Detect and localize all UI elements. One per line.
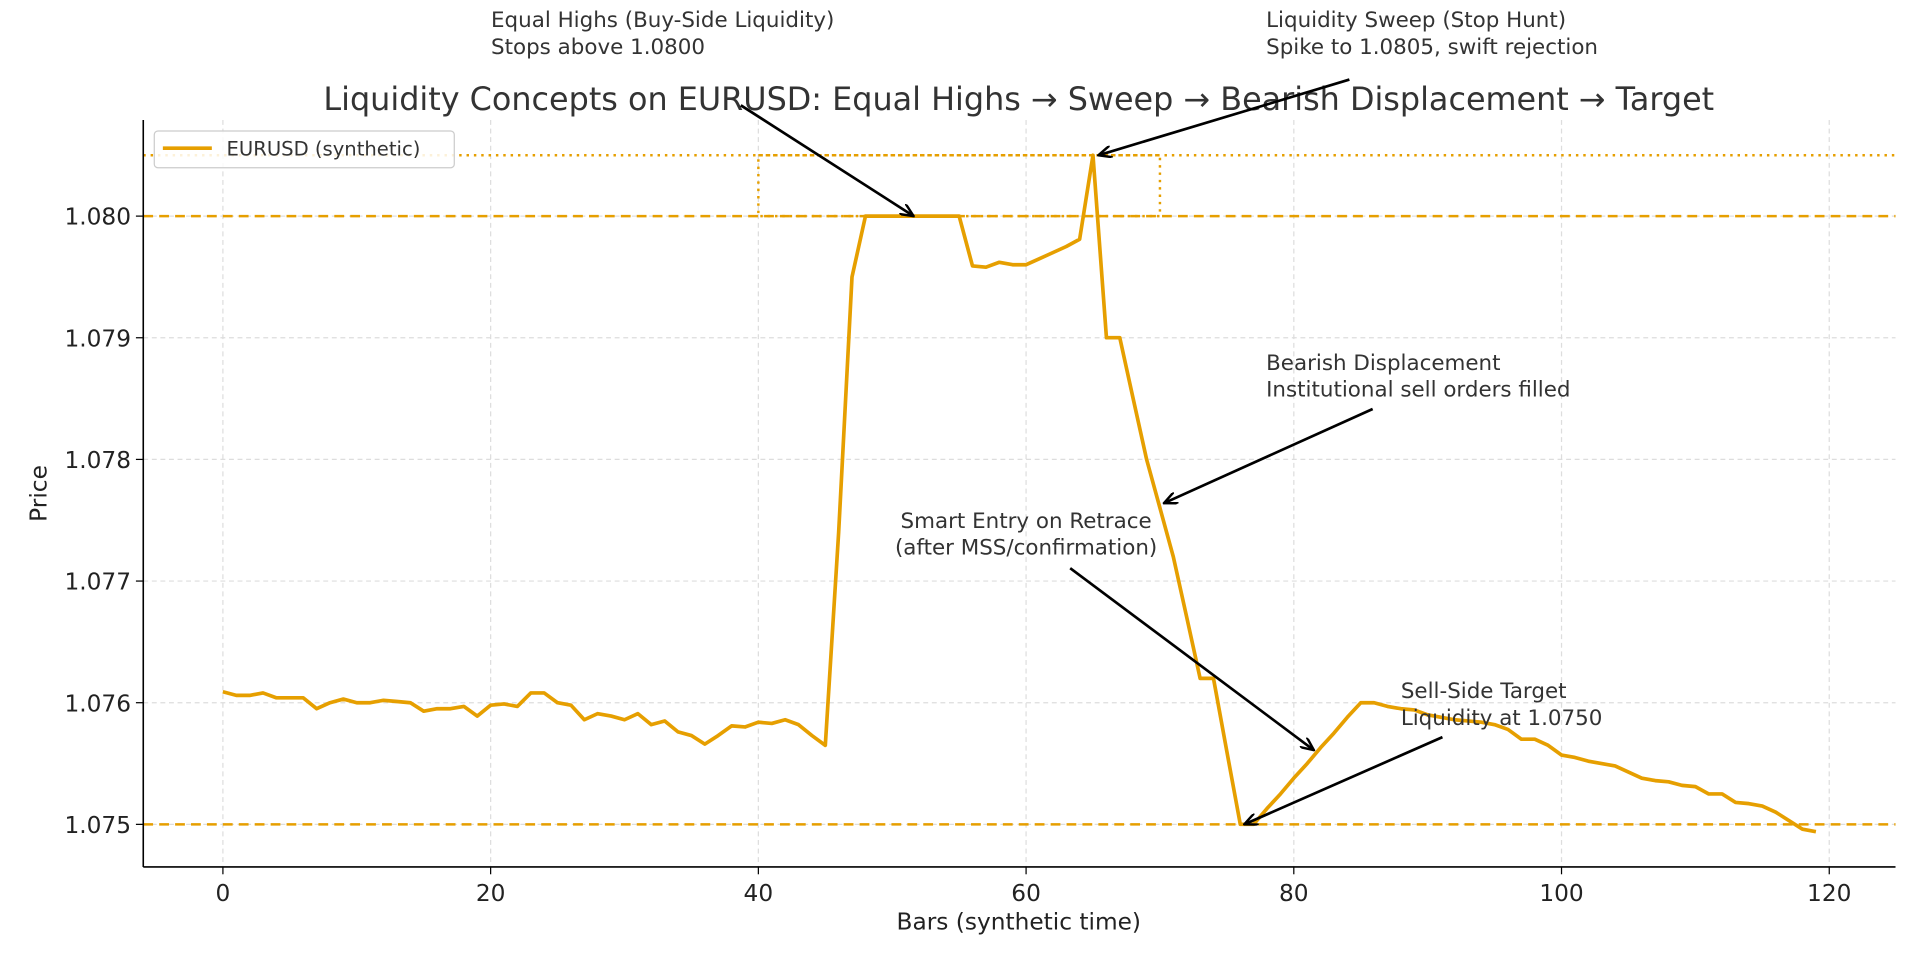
y-tick-label: 1.076 bbox=[64, 690, 131, 717]
y-tick-label: 1.075 bbox=[64, 812, 131, 839]
annotations: Equal Highs (Buy-Side Liquidity) Stops ab… bbox=[491, 8, 1602, 824]
x-axis-label: Bars (synthetic time) bbox=[897, 908, 1141, 935]
x-tick-label: 40 bbox=[744, 880, 774, 907]
annotation-line: Bearish Displacement bbox=[1266, 351, 1500, 376]
x-tick-label: 60 bbox=[1011, 880, 1041, 907]
annotation-line: Liquidity Sweep (Stop Hunt) bbox=[1266, 8, 1566, 33]
y-tick-label: 1.077 bbox=[64, 569, 131, 596]
y-tick-label: 1.079 bbox=[64, 325, 131, 352]
annotation-arrow bbox=[1244, 735, 1443, 824]
legend-box bbox=[153, 130, 455, 169]
annotation-line: Stops above 1.0800 bbox=[491, 35, 705, 60]
y-axis-label: Price bbox=[26, 465, 53, 522]
annotation-arrow bbox=[1098, 78, 1350, 156]
annotation-text: Sell-Side Target Liquidity at 1.0750 bbox=[1401, 679, 1603, 731]
axes bbox=[135, 120, 1896, 875]
x-tick-label: 20 bbox=[476, 880, 506, 907]
annotation-line: Institutional sell orders filled bbox=[1266, 378, 1570, 403]
series-layer bbox=[222, 153, 1817, 834]
annotation-line: Sell-Side Target bbox=[1401, 679, 1567, 704]
tick-labels: 0 20 40 60 80 100 120 1.075 1.076 1.077 1.078 1.079… bbox=[64, 204, 1851, 908]
y-tick-label: 1.078 bbox=[64, 447, 131, 474]
annotation-line: Equal Highs (Buy-Side Liquidity) bbox=[491, 8, 834, 33]
chart-title: Liquidity Concepts on EURUSD: Equal High… bbox=[323, 80, 1714, 118]
annotation-line: (after MSS/confirmation) bbox=[895, 536, 1157, 561]
grid bbox=[143, 120, 1896, 867]
legend: EURUSD (synthetic) bbox=[153, 130, 455, 169]
annotation-text: Equal Highs (Buy-Side Liquidity) Stops ab… bbox=[491, 8, 834, 60]
annotation-text: Bearish Displacement Institutional sell o… bbox=[1266, 351, 1570, 403]
annotation-text: Smart Entry on Retrace (after MSS/confirm… bbox=[895, 509, 1157, 561]
annotation-arrow bbox=[1069, 567, 1314, 750]
equal-highs-box bbox=[757, 154, 1162, 218]
annotation-line: Spike to 1.0805, swift rejection bbox=[1266, 35, 1598, 60]
x-tick-label: 100 bbox=[1539, 880, 1583, 907]
price-line bbox=[222, 153, 1817, 834]
y-tick-label: 1.080 bbox=[64, 204, 131, 231]
legend-label: EURUSD (synthetic) bbox=[227, 138, 421, 161]
x-tick-label: 120 bbox=[1807, 880, 1851, 907]
annotation-text: Liquidity Sweep (Stop Hunt) Spike to 1.08… bbox=[1266, 8, 1598, 60]
x-tick-label: 0 bbox=[216, 880, 231, 907]
annotation-line: Liquidity at 1.0750 bbox=[1401, 706, 1603, 731]
annotation-arrow bbox=[1164, 407, 1374, 503]
reference-lines bbox=[143, 154, 1896, 826]
annotation-line: Smart Entry on Retrace bbox=[901, 509, 1152, 534]
x-tick-label: 80 bbox=[1279, 880, 1309, 907]
annotation-arrow bbox=[740, 104, 914, 216]
